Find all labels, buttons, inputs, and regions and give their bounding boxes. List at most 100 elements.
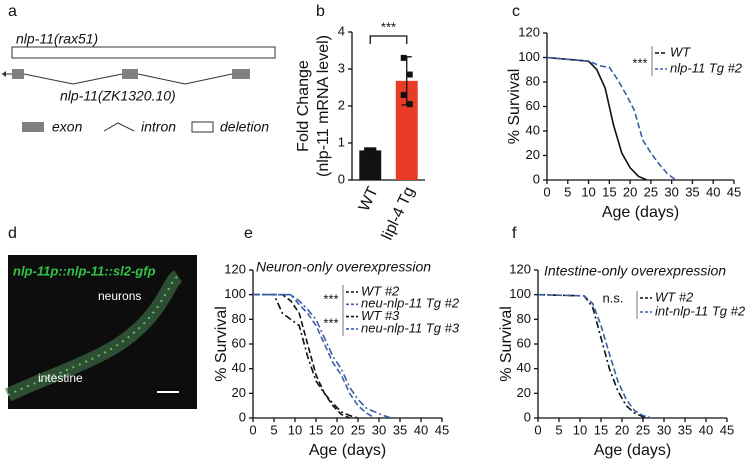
x-tick-label: WT — [356, 184, 382, 214]
bar — [359, 150, 382, 180]
legend-label: WT #2 — [361, 283, 400, 298]
y-tick-label: 0 — [338, 171, 345, 186]
y-tick-label: 4 — [338, 23, 345, 38]
panel-label: e — [244, 225, 253, 242]
annotation: *** — [323, 291, 338, 306]
survival-curve — [253, 293, 350, 419]
legend-label: intron — [141, 119, 176, 135]
annotation: n.s. — [603, 290, 624, 305]
x-axis-label: Age (days) — [309, 442, 386, 459]
x-tick-label: 0 — [543, 184, 550, 199]
annotation: *** — [381, 19, 396, 34]
exon — [12, 69, 24, 79]
significance-bracket — [369, 35, 408, 44]
data-point — [370, 147, 377, 154]
x-tick-label: 45 — [720, 422, 734, 437]
legend-deletion — [191, 121, 214, 133]
legend-label: deletion — [220, 119, 269, 135]
y-tick-label: 80 — [517, 311, 531, 326]
arrow-head — [2, 71, 6, 77]
legend-intron — [103, 122, 135, 132]
y-tick-label: 60 — [517, 335, 531, 350]
y-axis-label: % Survival — [498, 306, 515, 382]
panel-label: c — [512, 3, 520, 20]
y-tick-label: 20 — [232, 385, 246, 400]
x-tick-label: 30 — [372, 422, 386, 437]
image-title: nlp-11p::nlp-11::sl2-gfp — [13, 263, 156, 278]
panel-label: b — [316, 3, 325, 20]
x-tick-label: 20 — [615, 422, 629, 437]
x-tick-label: 0 — [534, 422, 541, 437]
legend-label: nlp-11 Tg #2 — [670, 60, 743, 75]
annotation: *** — [323, 315, 338, 330]
x-tick-label: 30 — [664, 184, 678, 199]
x-tick-label: 10 — [288, 422, 302, 437]
legend-label: neu-nlp-11 Tg #3 — [361, 320, 460, 335]
y-tick-label: 2 — [338, 97, 345, 112]
x-tick-label: 35 — [393, 422, 407, 437]
legend-label: neu-nlp-11 Tg #2 — [361, 296, 460, 311]
y-tick-label: 100 — [518, 49, 540, 64]
x-tick-label: 5 — [270, 422, 277, 437]
y-tick-label: 0 — [533, 171, 540, 186]
y-tick-label: 60 — [526, 98, 540, 113]
y-axis-label: (nlp-11 mRNA level) — [315, 35, 332, 177]
x-tick-label: lipl-4 Tg — [379, 184, 418, 243]
y-tick-label: 1 — [338, 134, 345, 149]
x-tick-label: 5 — [555, 422, 562, 437]
image-label: neurons — [98, 289, 141, 303]
micrograph: nlp-11p::nlp-11::sl2-gfp neurons intesti… — [5, 255, 197, 409]
data-point — [406, 71, 413, 78]
survival-curve — [546, 56, 648, 181]
x-tick-label: 15 — [309, 422, 323, 437]
intron — [23, 73, 233, 85]
y-axis-label: % Survival — [213, 306, 230, 382]
survival-curve — [253, 293, 376, 419]
gene-diagram: nlp-11(rax51) nlp-11(ZK1320.10) exon int… — [2, 31, 276, 135]
gene-label: nlp-11(ZK1320.10) — [60, 88, 176, 104]
deletion-label: nlp-11(rax51) — [16, 31, 98, 47]
x-tick-label: 25 — [644, 184, 658, 199]
y-axis-label: Fold Change — [295, 60, 312, 152]
x-tick-label: 25 — [351, 422, 365, 437]
data-point — [406, 101, 413, 108]
y-tick-label: 20 — [526, 147, 540, 162]
x-tick-label: 40 — [699, 422, 713, 437]
x-axis-label: Age (days) — [602, 204, 679, 221]
survival-curve — [253, 293, 359, 419]
y-tick-label: 40 — [232, 360, 246, 375]
legend-label: WT #3 — [361, 308, 400, 323]
deletion-box — [11, 46, 276, 59]
x-tick-label: 40 — [414, 422, 428, 437]
y-tick-label: 80 — [232, 311, 246, 326]
x-tick-label: 20 — [330, 422, 344, 437]
gfp-signal — [7, 275, 179, 396]
survival-curve — [253, 293, 392, 419]
x-axis-label: Age (days) — [594, 442, 671, 459]
chart-title: Neuron-only overexpression — [256, 259, 431, 275]
y-axis-label: % Survival — [506, 69, 523, 145]
y-tick-label: 20 — [517, 385, 531, 400]
x-tick-label: 35 — [678, 422, 692, 437]
panel-label: a — [8, 3, 17, 20]
y-tick-label: 120 — [224, 261, 246, 276]
x-tick-label: 35 — [685, 184, 699, 199]
x-tick-label: 45 — [435, 422, 449, 437]
y-tick-label: 120 — [509, 261, 531, 276]
x-tick-label: 5 — [564, 184, 571, 199]
legend-label: exon — [52, 119, 83, 135]
y-tick-label: 100 — [509, 286, 531, 301]
y-tick-label: 40 — [517, 360, 531, 375]
x-tick-label: 15 — [602, 184, 616, 199]
x-tick-label: 45 — [727, 184, 741, 199]
data-point — [364, 147, 371, 154]
image-label: intestine — [38, 371, 83, 385]
x-tick-label: 10 — [581, 184, 595, 199]
x-tick-label: 15 — [594, 422, 608, 437]
survival-curve — [537, 293, 652, 419]
exon — [122, 69, 138, 79]
legend-label: int-nlp-11 Tg #2 — [655, 303, 746, 318]
panel-label: f — [512, 225, 517, 242]
data-point — [400, 54, 407, 61]
